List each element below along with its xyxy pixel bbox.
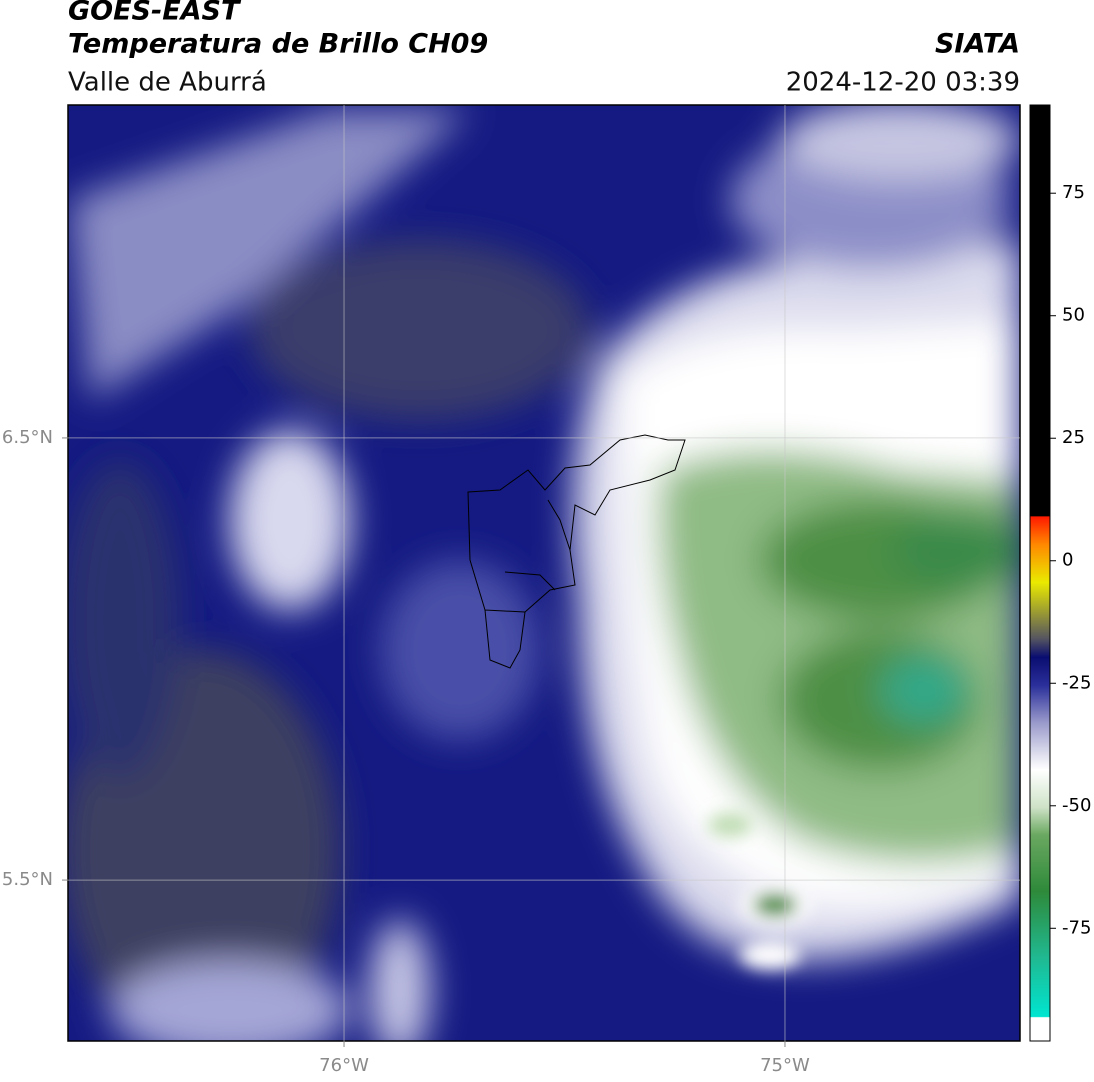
colorbar (1029, 104, 1051, 1042)
colorbar-tick-label: -75 (1062, 917, 1091, 938)
region: Valle de Aburrá (68, 68, 267, 98)
x-tick-label: 75°W (760, 1055, 810, 1076)
colorbar-tick-label: 50 (1062, 305, 1085, 326)
colorbar-tick-label: 0 (1062, 550, 1073, 571)
title: GOES-EAST (68, 0, 242, 27)
subtitle: Temperatura de Brillo CH09 (68, 29, 488, 60)
y-tick-label: 6.5°N (2, 427, 53, 448)
source: SIATA (935, 29, 1020, 60)
x-tick-label: 76°W (319, 1055, 369, 1076)
map-frame (67, 104, 1021, 1042)
colorbar-tick-label: 75 (1062, 182, 1085, 203)
colorbar-tick-label: -50 (1062, 795, 1091, 816)
satellite-image (68, 105, 1020, 1041)
y-tick-label: 5.5°N (2, 869, 53, 890)
colorbar-tick-label: 25 (1062, 427, 1085, 448)
valley-outline (467, 434, 686, 669)
datetime: 2024-12-20 03:39 (786, 68, 1020, 98)
colorbar-tick-label: -25 (1062, 672, 1091, 693)
